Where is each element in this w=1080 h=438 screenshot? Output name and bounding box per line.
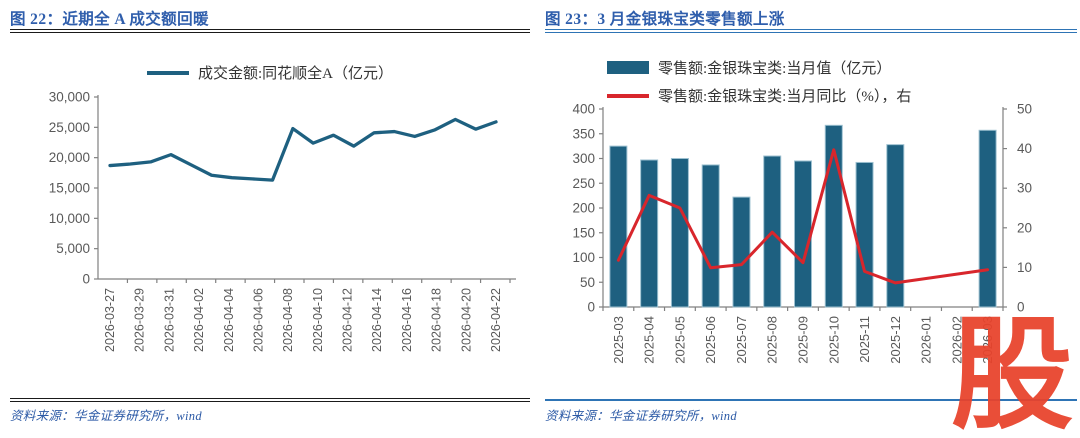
svg-text:20: 20 [1017,220,1032,235]
turnover-line-series [108,117,498,182]
figure-23-source: 资料来源：华金证券研究所，wind [545,409,737,423]
figure-22-legend-label: 成交金额:同花顺全A（亿元） [197,66,393,82]
svg-text:150: 150 [572,225,595,240]
svg-text:2026-04-18: 2026-04-18 [430,288,444,352]
svg-text:10,000: 10,000 [49,211,90,226]
svg-text:30,000: 30,000 [49,90,90,105]
svg-text:2025-12: 2025-12 [888,316,903,364]
svg-text:2026-04-06: 2026-04-06 [251,288,265,352]
figure-22-top-rule [10,29,530,33]
bar [855,161,874,308]
svg-text:250: 250 [572,176,595,191]
svg-text:2025-09: 2025-09 [796,316,811,364]
bar [609,145,628,308]
svg-text:300: 300 [572,151,595,166]
figure-23-bottom-rule [545,399,1077,401]
svg-text:2026-02: 2026-02 [949,316,964,364]
svg-text:2026-04-04: 2026-04-04 [222,288,236,352]
svg-text:100: 100 [572,250,595,265]
svg-text:15,000: 15,000 [49,181,90,196]
svg-text:2026-01: 2026-01 [919,316,934,364]
svg-text:2026-03-27: 2026-03-27 [103,288,117,352]
axes: 0 5,000 10,000 15,000 20,000 25,000 30,000 [49,90,516,287]
figure-22-source: 资料来源：华金证券研究所，wind [10,409,202,423]
jewelry-retail-bar-chart: 0 50 100 150 200 250 300 350 400 0 10 20 30 40 50 2025-… [572,102,1032,364]
svg-text:2025-11: 2025-11 [857,316,872,363]
svg-text:2026-04-16: 2026-04-16 [400,288,414,352]
figure-22-legend: 成交金额:同花顺全A（亿元） [10,62,530,83]
figure-23-top-rule [545,29,1077,33]
figure-22-title: 图 22：近期全 A 成交额回暖 [10,11,209,28]
svg-text:20,000: 20,000 [49,150,90,165]
svg-text:2025-04: 2025-04 [642,316,657,364]
figure-23-legend-line-label: 零售额:金银珠宝类:当月同比（%），右 [658,89,912,105]
svg-text:30: 30 [1017,181,1032,196]
monthly-value-bars [609,124,997,308]
svg-text:2025-06: 2025-06 [703,316,718,364]
svg-text:2026-04-02: 2026-04-02 [192,288,206,352]
figure-23-legend-bar: 零售额:金银珠宝类:当月值（亿元） [607,57,891,78]
svg-text:2026-03-29: 2026-03-29 [133,288,147,352]
svg-text:50: 50 [580,275,595,290]
figure-22-panel: 图 22：近期全 A 成交额回暖 成交金额:同花顺全A（亿元） 0 5,000 10… [10,0,530,438]
bar [794,160,812,308]
svg-text:2025-10: 2025-10 [826,316,841,364]
svg-text:5,000: 5,000 [56,241,90,256]
line-series-swatch [146,70,189,75]
bar [978,129,997,308]
bar [701,164,720,308]
figure-23-title: 图 23：3 月金银珠宝类零售额上涨 [545,11,785,28]
axes: 0 50 100 150 200 250 300 350 400 0 10 20 30 40 50 [572,102,1032,315]
bar [886,144,905,308]
svg-text:0: 0 [82,272,90,287]
svg-text:2025-07: 2025-07 [734,316,749,364]
bar [640,159,659,308]
svg-text:2026-04-22: 2026-04-22 [489,288,503,352]
svg-text:2026-03: 2026-03 [980,316,995,364]
svg-text:2026-04-12: 2026-04-12 [341,288,355,352]
yoy-line-series [616,148,990,285]
svg-text:350: 350 [572,126,595,141]
svg-text:2026-04-10: 2026-04-10 [311,288,325,352]
svg-text:10: 10 [1017,260,1032,275]
x-tick-labels: 2025-03 2025-04 2025-05 2025-06 2025-07 2025-… [611,316,995,364]
svg-text:50: 50 [1017,102,1032,117]
figure-23-legend-bar-label: 零售额:金银珠宝类:当月值（亿元） [658,61,892,77]
svg-text:2026-04-08: 2026-04-08 [281,288,295,352]
turnover-line-chart: 0 5,000 10,000 15,000 20,000 25,000 30,000 2026… [49,90,516,352]
figure-23-panel: 图 23：3 月金银珠宝类零售额上涨 零售额:金银珠宝类:当月值（亿元） 零售额… [545,0,1077,438]
bar-series-swatch [607,61,649,74]
svg-text:2025-08: 2025-08 [765,316,780,364]
svg-text:2026-03-31: 2026-03-31 [162,288,176,352]
svg-text:0: 0 [587,300,595,315]
svg-text:2026-04-20: 2026-04-20 [459,288,473,352]
svg-text:2026-04-14: 2026-04-14 [370,288,384,352]
bar [732,196,751,308]
svg-text:2025-05: 2025-05 [672,316,687,364]
svg-text:200: 200 [572,201,595,216]
bar [670,158,689,308]
svg-text:25,000: 25,000 [49,120,90,135]
svg-text:400: 400 [572,102,595,117]
figure-23-legend-line: 零售额:金银珠宝类:当月同比（%），右 [607,85,911,106]
svg-text:0: 0 [1017,300,1025,315]
yoy-line-swatch [607,93,649,98]
figure-22-bottom-rule [10,398,530,402]
x-tick-labels: 2026-03-27 2026-03-29 2026-03-31 2026-04-02… [103,288,503,352]
svg-text:2025-03: 2025-03 [611,316,626,364]
svg-text:40: 40 [1017,141,1032,156]
